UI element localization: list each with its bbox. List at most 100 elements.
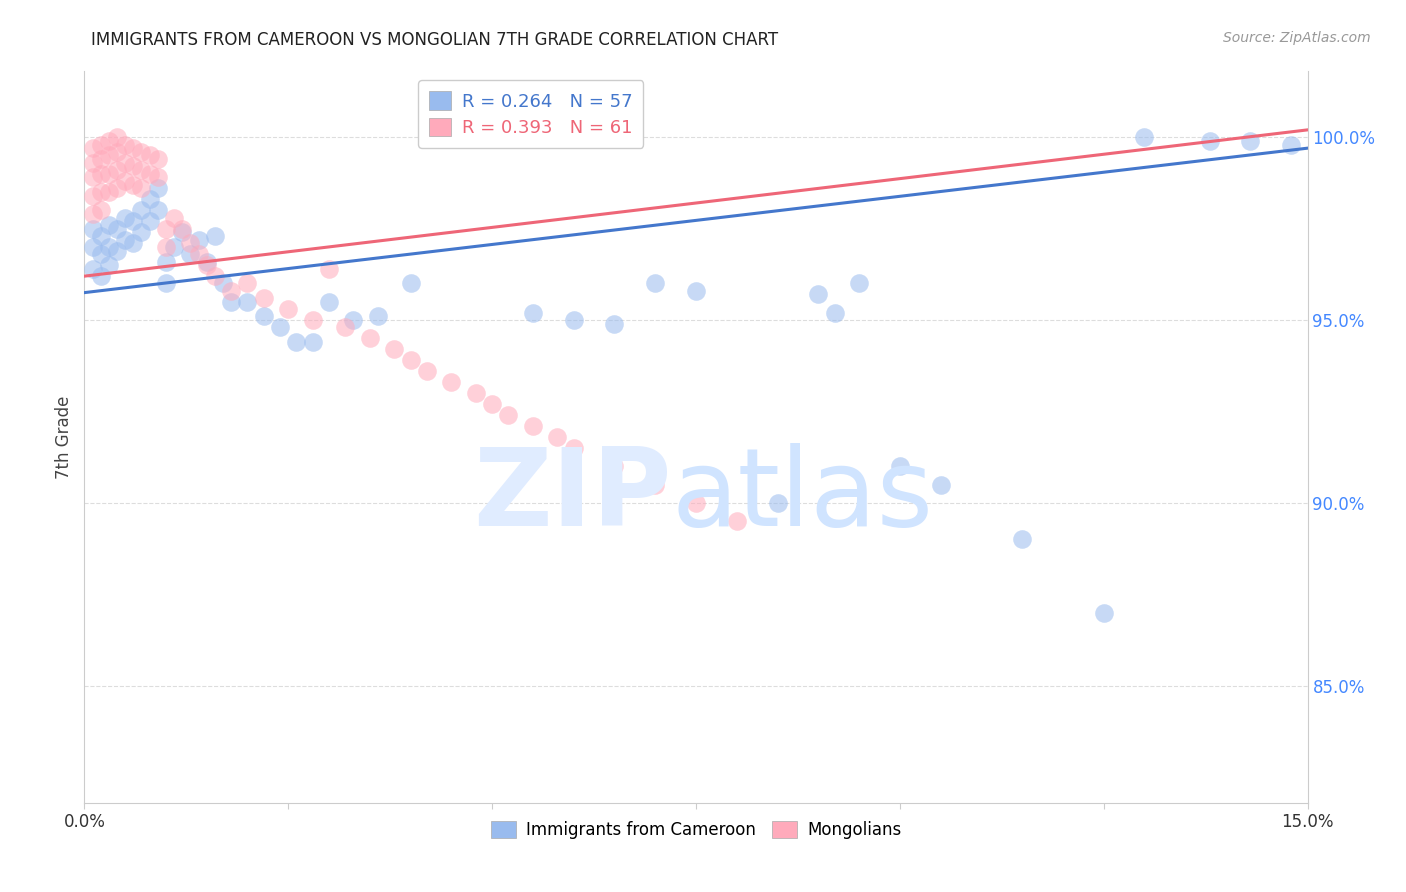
Point: [187, 247, 209, 261]
Point: [253, 310, 276, 324]
Point: [114, 174, 136, 188]
Point: [90, 229, 112, 244]
Point: [82, 141, 104, 155]
Point: [522, 306, 544, 320]
Point: [105, 130, 128, 145]
Point: [82, 240, 104, 254]
Point: [97, 258, 120, 272]
Point: [90, 152, 112, 166]
Point: [163, 240, 186, 254]
Point: [1133, 130, 1156, 145]
Point: [90, 269, 112, 284]
Point: [146, 152, 169, 166]
Point: [97, 167, 120, 181]
Text: IMMIGRANTS FROM CAMEROON VS MONGOLIAN 7TH GRADE CORRELATION CHART: IMMIGRANTS FROM CAMEROON VS MONGOLIAN 7T…: [91, 31, 779, 49]
Point: [138, 193, 160, 207]
Text: Source: ZipAtlas.com: Source: ZipAtlas.com: [1223, 31, 1371, 45]
Point: [131, 203, 153, 218]
Point: [219, 294, 242, 309]
Point: [138, 214, 160, 228]
Point: [122, 178, 145, 192]
Point: [644, 477, 666, 491]
Point: [97, 148, 120, 162]
Point: [367, 310, 389, 324]
Point: [212, 277, 235, 291]
Point: [122, 160, 145, 174]
Point: [318, 294, 340, 309]
Point: [1239, 134, 1261, 148]
Point: [97, 218, 120, 232]
Point: [236, 277, 259, 291]
Point: [285, 334, 308, 349]
Point: [1092, 606, 1115, 620]
Point: [725, 514, 748, 528]
Point: [464, 386, 486, 401]
Point: [82, 261, 104, 276]
Text: atlas: atlas: [672, 442, 934, 549]
Point: [440, 375, 463, 389]
Point: [269, 320, 291, 334]
Point: [416, 364, 439, 378]
Point: [82, 207, 104, 221]
Point: [82, 170, 104, 185]
Point: [187, 233, 209, 247]
Point: [301, 313, 323, 327]
Point: [114, 155, 136, 169]
Point: [603, 317, 626, 331]
Point: [522, 419, 544, 434]
Point: [105, 181, 128, 195]
Point: [146, 203, 169, 218]
Point: [155, 254, 177, 268]
Point: [90, 247, 112, 261]
Point: [685, 496, 707, 510]
Point: [824, 306, 846, 320]
Point: [1198, 134, 1220, 148]
Point: [90, 203, 112, 218]
Point: [562, 313, 585, 327]
Point: [359, 331, 381, 345]
Point: [82, 221, 104, 235]
Point: [195, 254, 218, 268]
Point: [929, 477, 952, 491]
Point: [481, 397, 503, 411]
Point: [122, 236, 145, 251]
Point: [82, 188, 104, 202]
Point: [131, 225, 153, 239]
Point: [90, 185, 112, 199]
Point: [399, 353, 422, 368]
Point: [172, 225, 194, 239]
Point: [204, 269, 226, 284]
Point: [277, 302, 299, 317]
Point: [114, 137, 136, 152]
Point: [90, 137, 112, 152]
Point: [335, 320, 357, 334]
Point: [179, 236, 201, 251]
Point: [97, 134, 120, 148]
Point: [105, 221, 128, 235]
Point: [644, 277, 666, 291]
Point: [766, 496, 789, 510]
Point: [546, 430, 568, 444]
Point: [122, 214, 145, 228]
Point: [155, 240, 177, 254]
Point: [498, 408, 520, 422]
Point: [105, 163, 128, 178]
Point: [318, 261, 340, 276]
Point: [114, 211, 136, 225]
Point: [97, 240, 120, 254]
Point: [163, 211, 186, 225]
Point: [848, 277, 870, 291]
Point: [172, 221, 194, 235]
Point: [807, 287, 830, 301]
Point: [131, 163, 153, 178]
Point: [131, 181, 153, 195]
Point: [82, 155, 104, 169]
Point: [138, 167, 160, 181]
Legend: Immigrants from Cameroon, Mongolians: Immigrants from Cameroon, Mongolians: [484, 814, 908, 846]
Point: [105, 145, 128, 159]
Point: [1279, 137, 1302, 152]
Point: [155, 277, 177, 291]
Point: [131, 145, 153, 159]
Point: [105, 244, 128, 258]
Point: [195, 258, 218, 272]
